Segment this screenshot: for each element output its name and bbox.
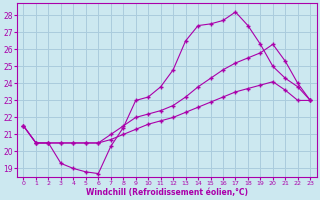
X-axis label: Windchill (Refroidissement éolien,°C): Windchill (Refroidissement éolien,°C) — [86, 188, 248, 197]
